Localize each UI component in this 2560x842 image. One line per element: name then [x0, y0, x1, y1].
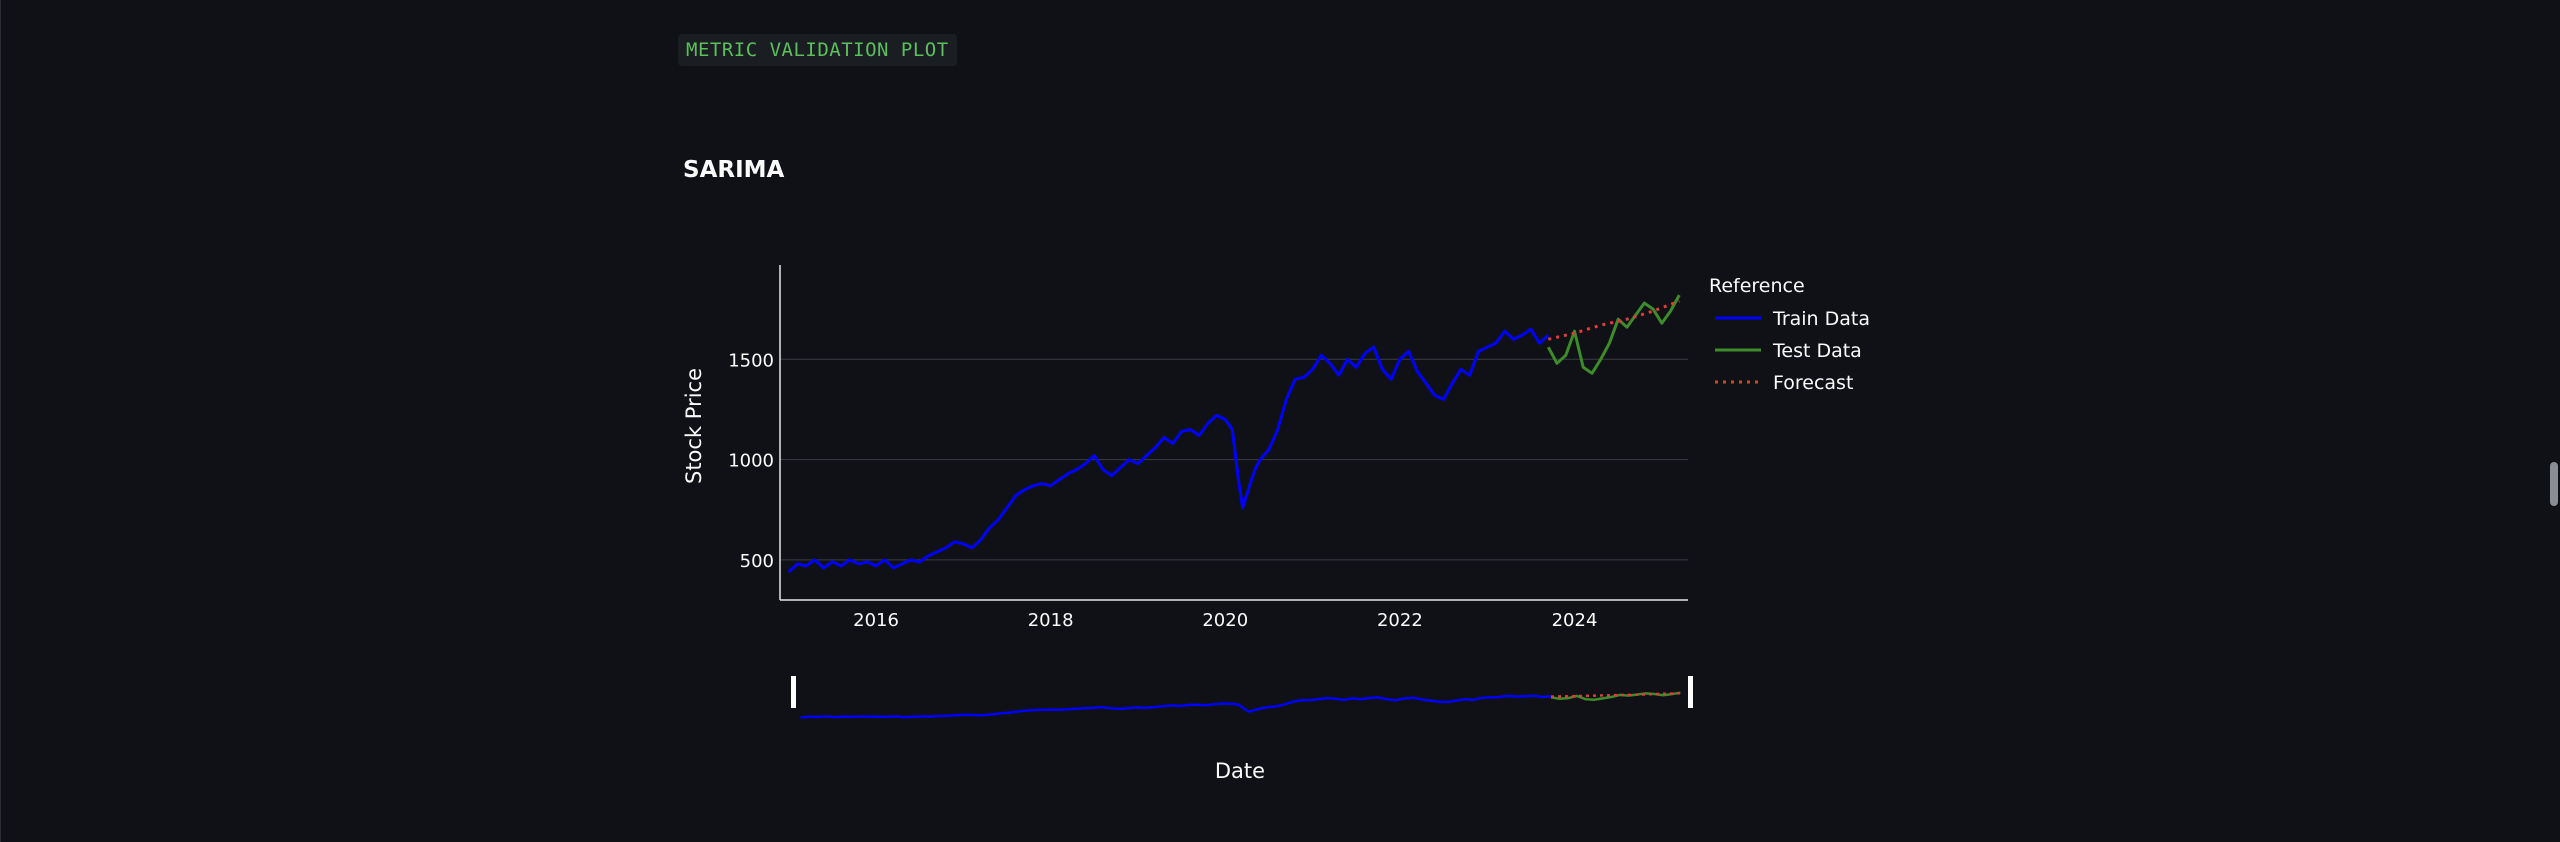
train-data-series-line [787, 327, 1550, 574]
grid-layer [780, 358, 1688, 561]
x-tick-label: 2020 [1202, 610, 1248, 631]
legend-label: Train Data [1772, 308, 1870, 330]
plot-layer [787, 294, 1681, 574]
y-tick-label: 1000 [728, 451, 774, 472]
y-tick-label: 1500 [728, 350, 774, 371]
x-tick-label: 2016 [853, 610, 899, 631]
y-axis-label: Stock Price [682, 368, 706, 484]
code-label: METRIC VALIDATION PLOT [678, 34, 957, 66]
test-data-series-line [1546, 294, 1681, 375]
legend-item[interactable]: Forecast [1715, 372, 1853, 394]
legend-item[interactable]: Train Data [1715, 308, 1870, 330]
slider-handle-left[interactable] [791, 676, 796, 708]
x-tick-label: 2018 [1028, 610, 1074, 631]
x-tick-label: 2022 [1377, 610, 1423, 631]
legend: Reference Train Data Test Data Forecast [1709, 275, 1870, 394]
x-axis-label: Date [1215, 759, 1265, 783]
section-title: SARIMA [683, 157, 785, 183]
legend-label: Test Data [1772, 340, 1862, 362]
x-tick-label: 2024 [1552, 610, 1598, 631]
forecast-series-line [1547, 299, 1680, 341]
range-slider[interactable] [791, 676, 1693, 719]
legend-label: Forecast [1773, 372, 1853, 394]
scrollbar-thumb[interactable] [2550, 462, 2558, 506]
legend-title: Reference [1709, 275, 1805, 297]
slider-handle-right[interactable] [1688, 676, 1693, 708]
train-data-slider-line [800, 694, 1552, 719]
axis-layer: 500 1000 1500 2016 2018 2020 2022 2024 [728, 265, 1688, 631]
legend-item[interactable]: Test Data [1715, 340, 1862, 362]
y-tick-label: 500 [740, 551, 774, 572]
forecast-slider-line [1550, 691, 1681, 698]
